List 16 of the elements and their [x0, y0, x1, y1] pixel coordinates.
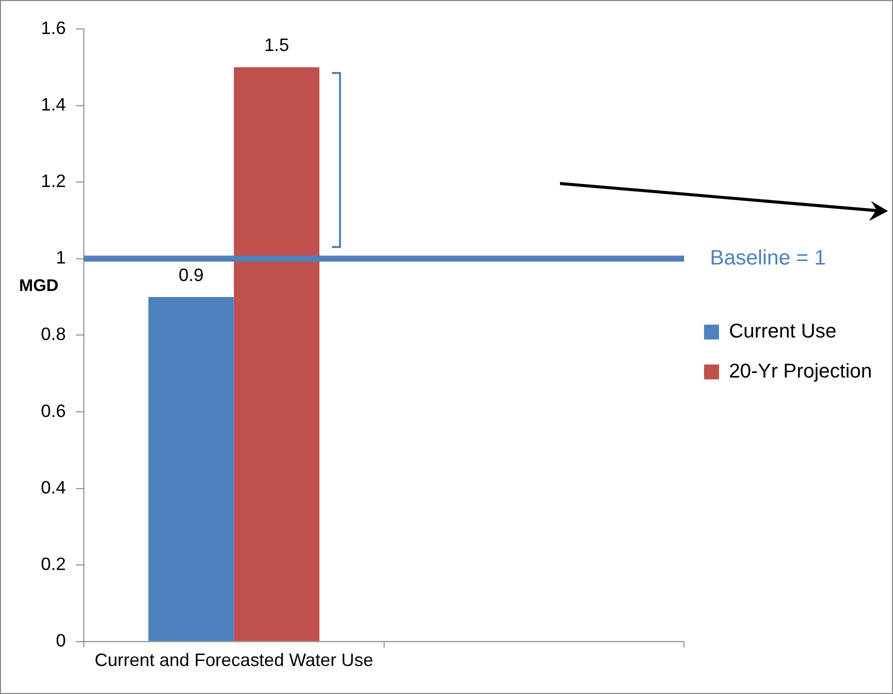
data-label: 0.9 — [178, 264, 204, 285]
legend-label: Current Use — [728, 320, 836, 343]
y-tick-label: 1.4 — [40, 94, 66, 114]
y-tick-label: 0 — [56, 630, 66, 650]
legend-label: 20-Yr Projection — [728, 360, 872, 382]
y-tick-label: 0.6 — [40, 400, 66, 421]
y-tick-label: 0.2 — [40, 554, 66, 574]
y-tick-label: 0.8 — [40, 324, 66, 344]
x-tick-label: Current and Forecasted Water Use — [94, 650, 374, 670]
y-axis-title: MGD — [18, 276, 58, 295]
ref-line-label: Baseline = 1 — [710, 246, 826, 270]
y-tick-label: 1 — [56, 248, 66, 268]
y-tick-label: 0.4 — [40, 477, 66, 498]
y-tick-label: 1.6 — [40, 18, 66, 38]
y-tick-label: 1.2 — [40, 171, 66, 192]
data-label: 1.5 — [264, 35, 290, 56]
